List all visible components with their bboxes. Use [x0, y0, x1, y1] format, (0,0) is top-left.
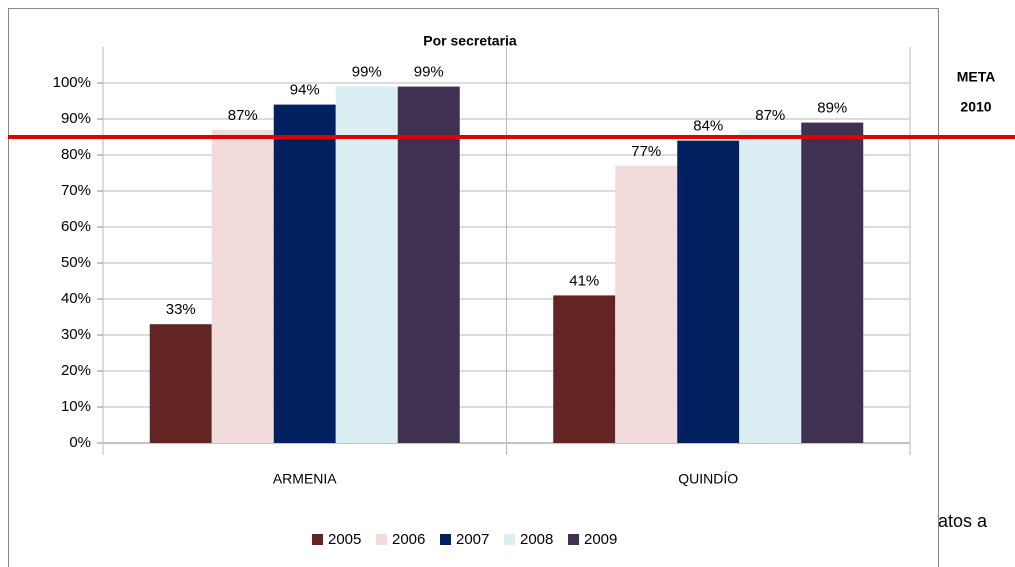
legend-swatch	[376, 534, 387, 545]
bar	[397, 86, 460, 443]
legend-label: 2006	[392, 531, 425, 548]
legend-swatch	[504, 534, 515, 545]
value-label: 41%	[569, 272, 599, 289]
y-tick-label: 40%	[61, 290, 91, 307]
legend-label: 2005	[328, 531, 361, 548]
legend-label: 2008	[520, 531, 553, 548]
value-label: 87%	[228, 107, 258, 124]
chart-title: Por secretaria	[423, 33, 517, 49]
value-label: 33%	[166, 301, 196, 318]
value-label: 99%	[414, 64, 444, 81]
x-tick-label: ARMENIA	[273, 471, 337, 487]
y-tick-label: 60%	[61, 218, 91, 235]
bar	[335, 86, 398, 443]
bar	[273, 104, 336, 443]
bar	[677, 140, 740, 443]
bar	[553, 295, 616, 443]
y-tick-label: 70%	[61, 182, 91, 199]
value-label: 77%	[631, 143, 661, 160]
legend-label: 2007	[456, 531, 489, 548]
y-tick-label: 100%	[53, 74, 91, 91]
bar	[739, 129, 802, 444]
y-tick-label: 10%	[61, 398, 91, 415]
y-tick-label: 30%	[61, 326, 91, 343]
y-tick-label: 90%	[61, 110, 91, 127]
y-tick-label: 80%	[61, 146, 91, 163]
y-tick-label: 50%	[61, 254, 91, 271]
target-label: 2010	[960, 99, 991, 115]
value-label: 84%	[693, 118, 723, 135]
target-label: META	[957, 69, 996, 85]
bar	[615, 165, 678, 444]
legend-swatch	[568, 534, 579, 545]
value-label: 89%	[817, 100, 847, 117]
bar	[801, 122, 864, 443]
background-text: Datos a	[925, 511, 988, 531]
legend-swatch	[440, 534, 451, 545]
bar	[211, 129, 274, 444]
value-label: 99%	[352, 64, 382, 81]
y-tick-label: 20%	[61, 362, 91, 379]
value-label: 87%	[755, 107, 785, 124]
legend-swatch	[312, 534, 323, 545]
x-tick-label: QUINDÍO	[678, 471, 738, 487]
legend-label: 2009	[584, 531, 617, 548]
y-tick-label: 0%	[69, 434, 91, 451]
value-label: 94%	[290, 82, 320, 99]
bar	[149, 324, 212, 443]
